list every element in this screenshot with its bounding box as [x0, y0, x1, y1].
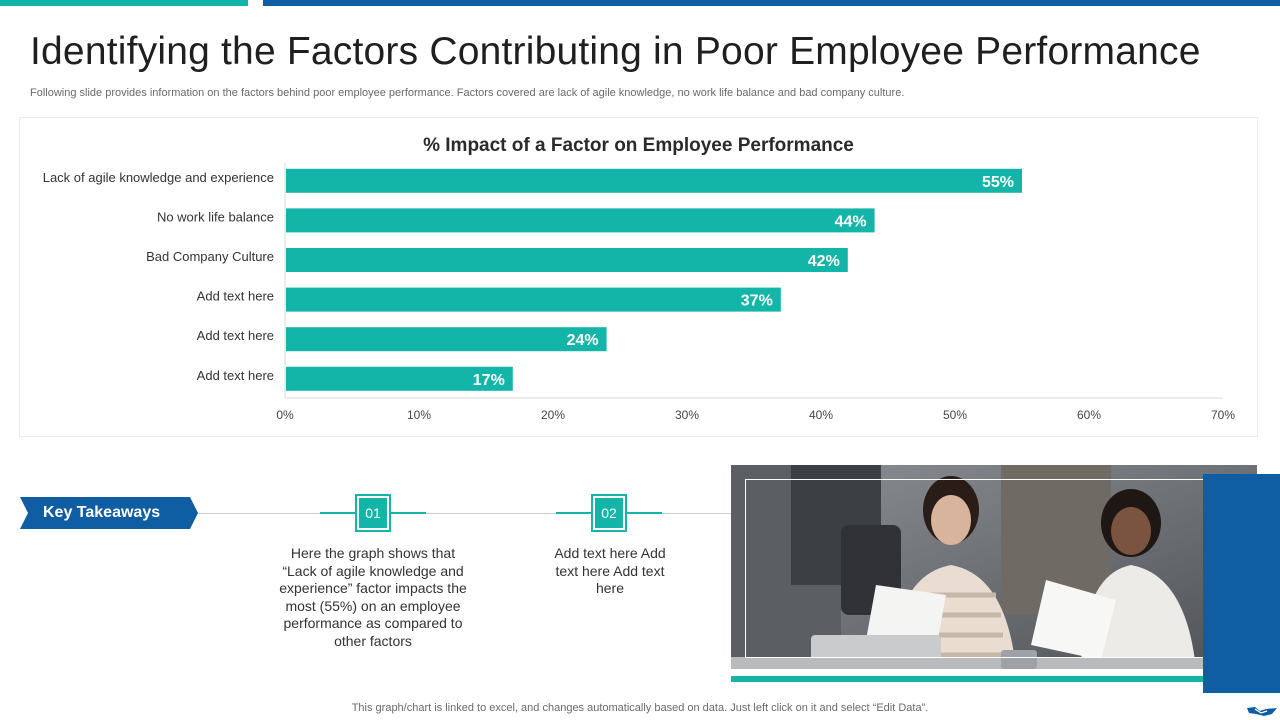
top-accent-teal: [0, 0, 248, 6]
footnote: This graph/chart is linked to excel, and…: [351, 702, 929, 714]
takeaway-text-2: Add text here Add text here Add text her…: [554, 545, 666, 597]
bar: [286, 168, 1022, 193]
team-photo: [731, 465, 1257, 669]
photo-accent-blue: [1203, 474, 1280, 693]
category-label: No work life balance: [157, 209, 274, 224]
x-tick-label: 70%: [1211, 408, 1235, 422]
x-tick-label: 20%: [541, 408, 565, 422]
key-takeaways-badge: Key Takeaways: [20, 497, 198, 529]
bar: [286, 366, 513, 391]
bar-value-label: 44%: [835, 213, 867, 230]
bar-value-label: 55%: [982, 174, 1014, 191]
bar-value-label: 24%: [567, 332, 599, 349]
handshake-icon: [1247, 707, 1277, 716]
takeaway-step-1: 01: [320, 494, 426, 532]
x-tick-label: 10%: [407, 408, 431, 422]
chart-title: % Impact of a Factor on Employee Perform…: [423, 135, 854, 156]
bar-value-label: 42%: [808, 253, 840, 270]
team-photo-illustration: [731, 465, 1257, 669]
bar: [286, 208, 875, 233]
category-label: Bad Company Culture: [146, 249, 274, 264]
step-2-number: 02: [595, 498, 623, 528]
photo-frame: [745, 479, 1244, 658]
x-tick-label: 0%: [276, 408, 294, 422]
photo-accent-teal: [731, 676, 1203, 682]
category-label: Add text here: [197, 289, 274, 304]
bar: [286, 327, 607, 352]
x-tick-label: 30%: [675, 408, 699, 422]
bar: [286, 287, 781, 312]
step-1-number: 01: [359, 498, 387, 528]
page-subtitle: Following slide provides information on …: [30, 87, 905, 99]
top-accent-blue: [263, 0, 1280, 6]
step-2-box: 02: [591, 494, 627, 532]
takeaway-connector-line: [190, 513, 785, 514]
category-label: Lack of agile knowledge and experience: [43, 170, 274, 185]
bar-chart[interactable]: 55% Lack of agile knowledge and experienc…: [20, 118, 1259, 438]
takeaway-step-2: 02: [556, 494, 662, 532]
step-1-box: 01: [355, 494, 391, 532]
page-title: Identifying the Factors Contributing in …: [30, 30, 1201, 73]
category-label: Add text here: [197, 328, 274, 343]
bar: [286, 248, 848, 272]
bar-value-label: 17%: [473, 372, 505, 389]
chart-card[interactable]: 55% Lack of agile knowledge and experienc…: [19, 117, 1258, 437]
x-tick-label: 40%: [809, 408, 833, 422]
x-tick-label: 60%: [1077, 408, 1101, 422]
bar-value-label: 37%: [741, 293, 773, 310]
category-label: Add text here: [197, 368, 274, 383]
key-takeaways-label: Key Takeaways: [43, 504, 161, 521]
takeaway-text-1: Here the graph shows that “Lack of agile…: [279, 545, 467, 649]
x-tick-label: 50%: [943, 408, 967, 422]
